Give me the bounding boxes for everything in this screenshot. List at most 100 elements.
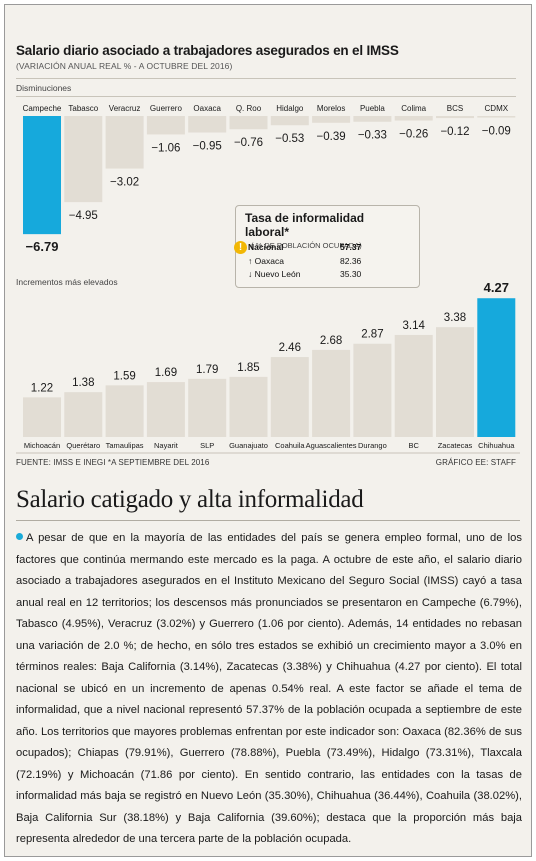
bar [64,392,103,437]
data-label: −0.76 [234,137,263,149]
category-label: Michoacán [24,441,60,450]
info-row-label: Oaxaca [254,256,284,266]
chart-source: FUENTE: IMSS E INEGI *A SEPTIEMBRE DEL 2… [16,458,210,467]
category-label: Zacatecas [438,441,473,450]
data-label: −4.95 [69,210,98,222]
bar [312,349,351,437]
arrow-up-icon: ↑ [248,256,253,266]
bar [353,343,392,437]
divider-decreases [16,96,516,97]
data-label: 1.69 [155,367,177,379]
data-label: −0.09 [482,126,511,138]
category-label: Campeche [23,104,62,113]
bar [105,385,144,437]
info-box-subtitle: ( % DE POBLACIÓN OCUPADA) [251,241,362,250]
bar [229,116,268,130]
bar [270,116,309,126]
info-row-label: Nuevo León [254,269,301,279]
data-label: −0.53 [275,133,304,145]
bar [270,357,309,437]
bar [312,116,351,123]
bar [105,116,144,169]
info-row-oaxaca: ↑ Oaxaca 82.36 [248,256,361,266]
category-label: Tamaulipas [106,441,144,450]
category-label: Puebla [360,104,385,113]
bar [64,116,103,203]
data-label: 1.85 [237,362,259,374]
bar [23,116,61,235]
chart-credit: GRÁFICO EE: STAFF [435,458,516,467]
article-divider [16,520,520,521]
bar [229,376,268,437]
warning-icon: ! [234,241,247,254]
bar [188,378,227,437]
article-body: A pesar de que en la mayoría de las enti… [16,528,522,851]
data-label: −0.12 [440,126,469,138]
bar [477,298,516,437]
data-label: 1.79 [196,364,218,376]
data-label: 2.46 [279,342,301,354]
category-label: Q. Roo [236,104,262,113]
category-label: Durango [358,441,387,450]
data-label: −0.95 [193,141,222,153]
info-row-value: 82.36 [340,256,362,266]
bar [146,116,185,135]
data-label: 2.68 [320,335,342,347]
data-label: 1.22 [31,382,53,394]
category-label: Nayarit [154,441,179,450]
category-label: Chihuahua [478,441,515,450]
category-label: Veracruz [109,104,141,113]
category-label: Coahuila [275,441,305,450]
bar [394,116,433,121]
data-label: 1.38 [72,377,94,389]
category-label: Colima [401,104,426,113]
divider-top [16,78,516,79]
bullet-icon [16,533,23,540]
data-label: −0.26 [399,129,428,141]
bar [436,116,474,119]
info-row-value: 57.37 [340,242,362,252]
category-label: BCS [447,104,463,113]
bar [477,116,516,118]
arrow-down-icon: ↓ [248,269,253,279]
category-label: Querétaro [66,441,100,450]
bar [188,116,227,133]
bar [23,397,61,437]
data-label: 2.87 [361,329,383,341]
bar [436,327,474,437]
bar [353,116,392,122]
category-label: SLP [200,441,214,450]
data-label: 1.59 [113,370,135,382]
data-label: 4.27 [484,280,509,295]
data-label: −6.79 [26,239,59,254]
category-label: CDMX [485,104,509,113]
info-row-nuevo-leon: ↓ Nuevo León 35.30 [248,269,361,279]
data-label: −1.06 [151,142,180,154]
bar [146,382,185,437]
section-label-increases: Incrementos más elevados [16,277,118,287]
category-label: Hidalgo [276,104,304,113]
informality-info-box: Tasa de informalidad laboral* ( % DE POB… [234,205,420,288]
data-label: −0.33 [358,130,387,142]
info-row-label: Nacional [248,242,284,252]
info-box-title: Tasa de informalidad laboral* [245,211,365,239]
category-label: Oaxaca [193,104,221,113]
info-row-value: 35.30 [340,269,362,279]
category-label: Tabasco [68,104,98,113]
category-label: Guerrero [150,104,183,113]
article-title: Salario catigado y alta informalidad [16,486,364,513]
article-text: A pesar de que en la mayoría de las enti… [16,532,522,845]
bar [394,334,433,437]
bar-chart: Campeche −6.79 Tabasco −4.95 Veracruz −3.02 Gu… [16,104,520,454]
info-row-nacional: Nacional 57.37 [248,242,361,252]
chart-subtitle: (VARIACIÓN ANUAL REAL % - A OCTUBRE DEL … [16,61,233,71]
data-label: 3.14 [403,320,426,332]
category-label: Guanajuato [229,441,268,450]
category-label: BC [408,441,419,450]
category-label: Aguascalientes [306,441,357,450]
data-label: −3.02 [110,177,139,189]
data-label: 3.38 [444,312,466,324]
category-label: Morelos [317,104,345,113]
data-label: −0.39 [317,131,346,143]
section-label-decreases: Disminuciones [16,83,72,93]
